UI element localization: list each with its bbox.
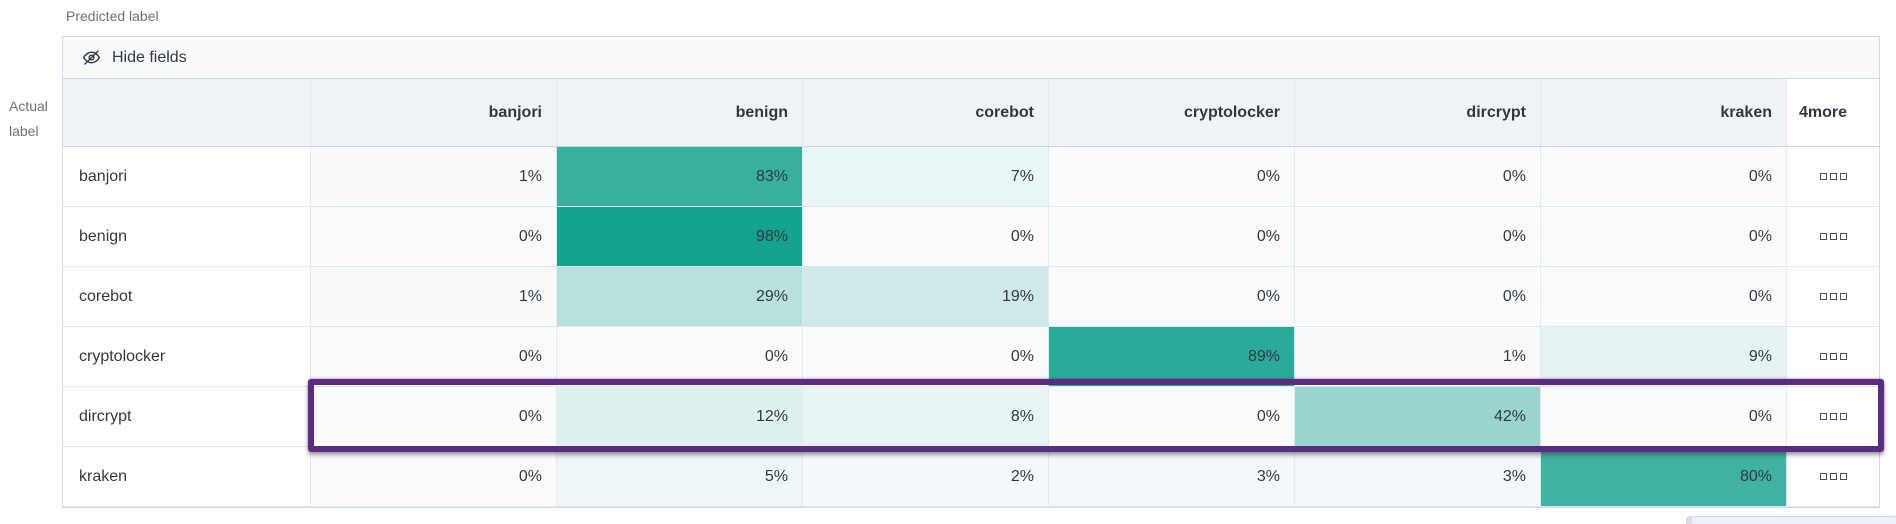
overflow-cell-cryptolocker — [1787, 327, 1879, 387]
cell-banjori-cryptolocker: 0% — [1049, 147, 1295, 207]
confusion-matrix-panel: Hide fields banjori benign corebot cryptolo… — [62, 36, 1880, 508]
cell-cryptolocker-benign: 0% — [557, 327, 803, 387]
cell-banjori-corebot: 7% — [803, 147, 1049, 207]
row-label-banjori: banjori — [63, 147, 311, 207]
cell-cryptolocker-banjori: 0% — [311, 327, 557, 387]
row-label-corebot: corebot — [63, 267, 311, 327]
cell-kraken-cryptolocker: 3% — [1049, 447, 1295, 507]
cell-benign-benign: 98% — [557, 207, 803, 267]
cell-corebot-cryptolocker: 0% — [1049, 267, 1295, 327]
cell-corebot-kraken: 0% — [1541, 267, 1787, 327]
cell-dircrypt-banjori: 0% — [311, 387, 557, 447]
ellipsis-boxes-icon — [1839, 293, 1847, 300]
cell-banjori-benign: 83% — [557, 147, 803, 207]
overflow-cell-benign — [1787, 207, 1879, 267]
grid-toolbar: Hide fields — [63, 37, 1879, 79]
column-header-benign[interactable]: benign — [557, 79, 803, 147]
cell-cryptolocker-dircrypt: 1% — [1295, 327, 1541, 387]
ellipsis-boxes-icon — [1829, 353, 1837, 360]
ellipsis-boxes-icon — [1819, 473, 1827, 480]
predicted-label: Predicted label — [66, 8, 159, 24]
cell-cryptolocker-corebot: 0% — [803, 327, 1049, 387]
ellipsis-boxes-icon — [1839, 413, 1847, 420]
ellipsis-boxes-icon — [1819, 293, 1827, 300]
column-header-more[interactable]: 4 more — [1787, 79, 1879, 147]
hide-fields-label: Hide fields — [112, 48, 187, 66]
ellipsis-boxes-icon — [1819, 233, 1827, 240]
cell-corebot-banjori: 1% — [311, 267, 557, 327]
cell-dircrypt-corebot: 8% — [803, 387, 1049, 447]
ellipsis-boxes-icon — [1839, 233, 1847, 240]
cell-kraken-benign: 5% — [557, 447, 803, 507]
cell-kraken-kraken: 80% — [1541, 447, 1787, 507]
ellipsis-boxes-icon — [1819, 173, 1827, 180]
row-label-benign: benign — [63, 207, 311, 267]
cell-dircrypt-kraken: 0% — [1541, 387, 1787, 447]
cell-banjori-kraken: 0% — [1541, 147, 1787, 207]
overflow-cell-banjori — [1787, 147, 1879, 207]
ellipsis-boxes-icon — [1839, 473, 1847, 480]
column-header-kraken[interactable]: kraken — [1541, 79, 1787, 147]
cell-dircrypt-benign: 12% — [557, 387, 803, 447]
actual-label: Actual label — [9, 94, 61, 144]
confusion-matrix-grid: banjori benign corebot cryptolocker dircrypt… — [63, 79, 1879, 507]
ellipsis-boxes-icon — [1839, 173, 1847, 180]
cell-corebot-benign: 29% — [557, 267, 803, 327]
cell-corebot-corebot: 19% — [803, 267, 1049, 327]
row-label-kraken: kraken — [63, 447, 311, 507]
cell-banjori-dircrypt: 0% — [1295, 147, 1541, 207]
cell-banjori-banjori: 1% — [311, 147, 557, 207]
column-header-dircrypt[interactable]: dircrypt — [1295, 79, 1541, 147]
cell-benign-banjori: 0% — [311, 207, 557, 267]
ellipsis-boxes-icon — [1819, 413, 1827, 420]
ellipsis-boxes-icon — [1829, 293, 1837, 300]
row-label-cryptolocker: cryptolocker — [63, 327, 311, 387]
cell-cryptolocker-cryptolocker: 89% — [1049, 327, 1295, 387]
horizontal-scrollbar[interactable] — [1686, 516, 1896, 524]
ellipsis-boxes-icon — [1839, 353, 1847, 360]
column-header-banjori[interactable]: banjori — [311, 79, 557, 147]
column-header-corebot[interactable]: corebot — [803, 79, 1049, 147]
cell-dircrypt-cryptolocker: 0% — [1049, 387, 1295, 447]
cell-benign-corebot: 0% — [803, 207, 1049, 267]
cell-kraken-dircrypt: 3% — [1295, 447, 1541, 507]
row-label-dircrypt: dircrypt — [63, 387, 311, 447]
actual-label-line2: label — [9, 123, 39, 139]
cell-benign-dircrypt: 0% — [1295, 207, 1541, 267]
ellipsis-boxes-icon — [1829, 473, 1837, 480]
header-corner-cell — [63, 79, 311, 147]
hide-fields-button[interactable]: Hide fields — [81, 47, 187, 68]
cell-benign-cryptolocker: 0% — [1049, 207, 1295, 267]
cell-kraken-corebot: 2% — [803, 447, 1049, 507]
cell-kraken-banjori: 0% — [311, 447, 557, 507]
ellipsis-boxes-icon — [1819, 353, 1827, 360]
cell-cryptolocker-kraken: 9% — [1541, 327, 1787, 387]
overflow-cell-corebot — [1787, 267, 1879, 327]
ellipsis-boxes-icon — [1829, 233, 1837, 240]
cell-benign-kraken: 0% — [1541, 207, 1787, 267]
cell-dircrypt-dircrypt: 42% — [1295, 387, 1541, 447]
eye-slash-icon — [81, 47, 102, 68]
ellipsis-boxes-icon — [1829, 413, 1837, 420]
cell-corebot-dircrypt: 0% — [1295, 267, 1541, 327]
overflow-cell-dircrypt — [1787, 387, 1879, 447]
actual-label-line1: Actual — [9, 98, 48, 114]
overflow-cell-kraken — [1787, 447, 1879, 507]
ellipsis-boxes-icon — [1829, 173, 1837, 180]
column-header-cryptolocker[interactable]: cryptolocker — [1049, 79, 1295, 147]
